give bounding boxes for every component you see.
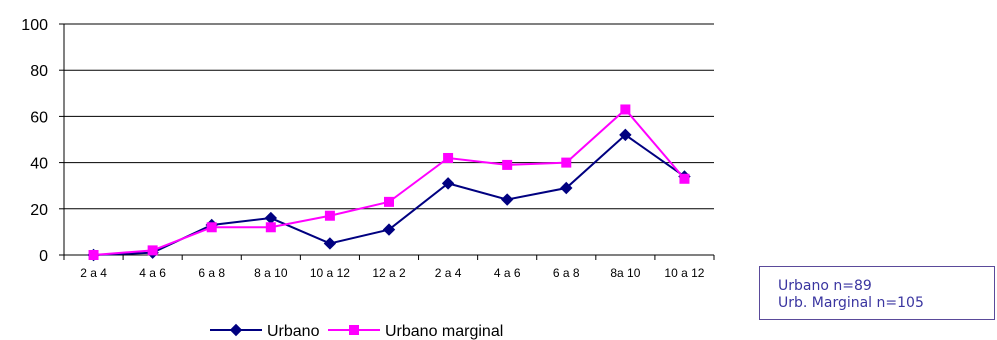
- note-line-marginal: Urb. Marginal n=105: [778, 295, 924, 311]
- x-tick-label-0: 2 a 4: [80, 266, 107, 280]
- y-tick-label-60: 60: [30, 109, 48, 126]
- data-point-0-3: [264, 211, 278, 225]
- data-point-0-7: [500, 193, 514, 206]
- data-point-1-10: [679, 173, 690, 184]
- y-tick-label-0: 0: [39, 248, 48, 265]
- gridlines: [64, 23, 714, 210]
- data-point-1-5: [384, 196, 394, 207]
- series-lines: [87, 104, 691, 262]
- data-point-1-1: [147, 245, 158, 256]
- note-line-urbano: Urbano n=89: [778, 278, 872, 294]
- data-point-0-9: [619, 128, 632, 142]
- legend-marker-1: [349, 325, 359, 335]
- data-point-1-3: [265, 222, 276, 233]
- y-tick-label-80: 80: [30, 63, 48, 80]
- x-tick-label-2: 6 a 8: [198, 266, 225, 280]
- legend: Urbano Urbano marginal: [210, 323, 503, 340]
- x-tick-labels: 2 a 4 4 a 6 6 a 8 8 a 10 10 a 12 12 a 2 2 a 4 4…: [80, 266, 705, 280]
- data-point-1-9: [620, 104, 631, 115]
- series-1: [88, 104, 690, 260]
- data-point-1-7: [502, 159, 513, 170]
- legend-marker-0: [229, 323, 243, 337]
- data-point-1-4: [324, 210, 335, 221]
- x-tick-label-8: 6 a 8: [553, 266, 580, 280]
- axes: [59, 23, 715, 260]
- legend-entry-1: Urbano marginal: [328, 323, 503, 340]
- x-tick-label-5: 12 a 2: [372, 266, 406, 280]
- x-tick-label-3: 8 a 10: [254, 266, 288, 280]
- data-point-0-6: [441, 177, 455, 190]
- data-point-1-6: [443, 152, 454, 163]
- sample-size-note: Urbano n=89 Urb. Marginal n=105: [759, 266, 995, 320]
- data-point-0-4: [323, 237, 337, 250]
- legend-label-0: Urbano: [267, 323, 320, 340]
- y-tick-label-100: 100: [21, 17, 48, 34]
- x-tick-label-1: 4 a 6: [139, 266, 166, 280]
- x-tick-label-6: 2 a 4: [435, 266, 462, 280]
- x-tick-label-7: 4 a 6: [494, 266, 521, 280]
- data-point-0-8: [560, 181, 573, 195]
- x-tick-label-9: 8a 10: [610, 266, 640, 280]
- legend-entry-0: Urbano: [210, 323, 320, 340]
- data-point-1-2: [206, 222, 217, 233]
- data-point-1-8: [561, 157, 572, 168]
- y-tick-label-20: 20: [30, 202, 48, 219]
- series-line-0: [93, 133, 686, 256]
- x-tick-label-4: 10 a 12: [310, 266, 350, 280]
- data-point-0-5: [382, 223, 396, 236]
- legend-label-1: Urbano marginal: [385, 323, 503, 340]
- y-tick-labels: 0 20 40 60 80 100: [21, 17, 48, 265]
- x-tick-label-10: 10 a 12: [664, 266, 704, 280]
- data-point-1-0: [88, 250, 99, 260]
- y-tick-label-40: 40: [30, 156, 48, 173]
